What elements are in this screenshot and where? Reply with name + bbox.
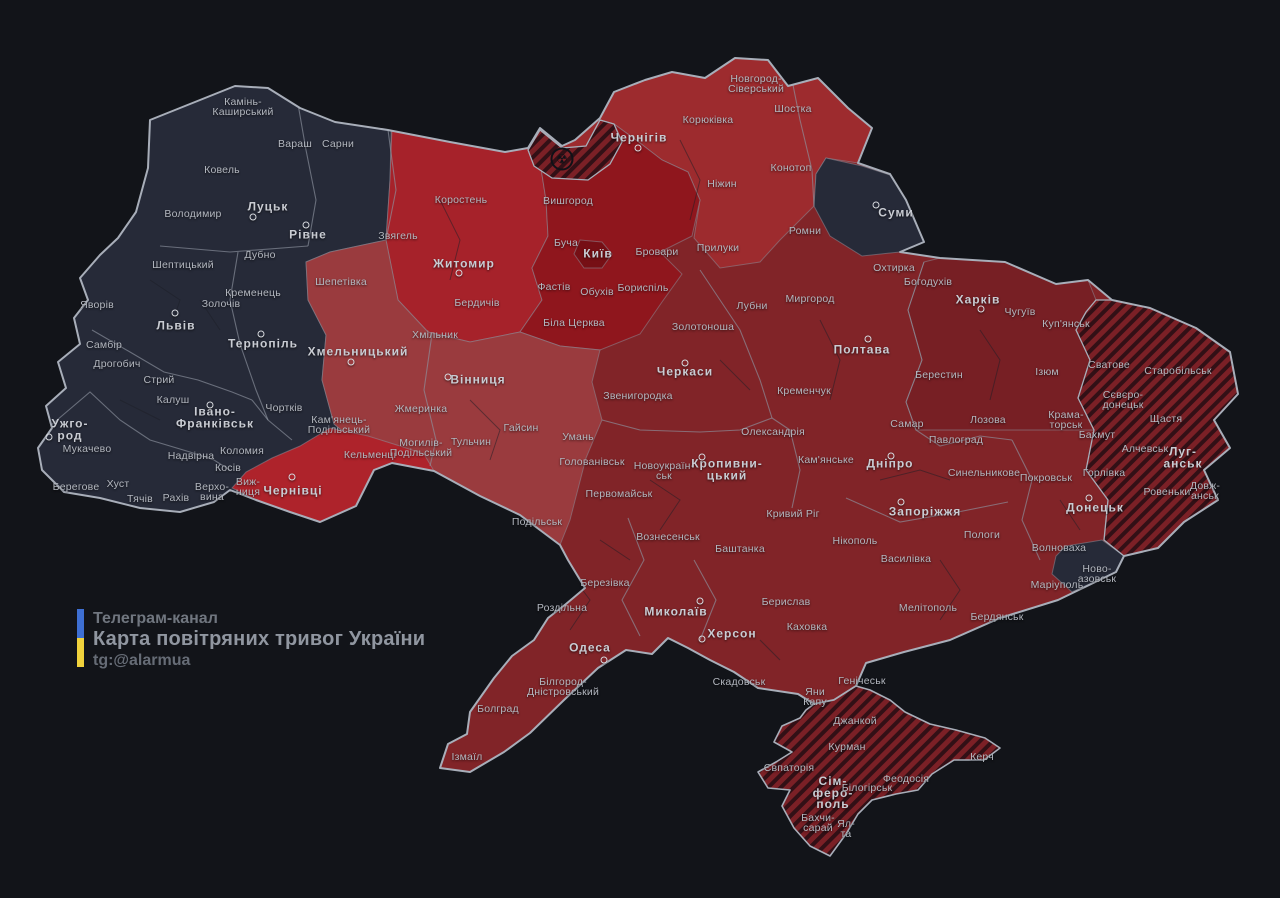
oblast-border <box>601 417 773 433</box>
region-kyiv-city <box>573 239 613 269</box>
legend-telegram-handle: tg:@alarmua <box>93 652 191 669</box>
raion-border <box>939 559 961 621</box>
city-dot <box>302 221 310 229</box>
oblast-border <box>789 69 815 207</box>
oblast-border <box>229 251 269 421</box>
raion-border <box>819 319 841 401</box>
city-dot <box>977 305 985 313</box>
city-dot <box>288 473 296 481</box>
region-crimea-occupied-hatched <box>757 685 1001 857</box>
raion-border <box>679 139 701 221</box>
city-dot <box>698 635 706 643</box>
raion-border <box>599 539 631 561</box>
raion-border <box>199 299 221 331</box>
oblast-border <box>91 329 253 401</box>
oblast-border <box>905 401 1013 447</box>
oblast-border <box>693 559 717 641</box>
flag-yellow-stripe <box>77 638 84 667</box>
city-dot <box>45 433 53 441</box>
city-dot <box>897 498 905 506</box>
city-dot <box>257 330 265 338</box>
oblast-border <box>771 417 801 509</box>
ukraine-flag-bar-icon <box>77 609 84 667</box>
city-dot <box>696 597 704 605</box>
city-dot <box>1085 494 1093 502</box>
state-border <box>37 57 1239 773</box>
region-khmelnytskyi-vinnytsia <box>305 239 603 546</box>
city-dot <box>206 401 214 409</box>
city-dot <box>171 309 179 317</box>
city-dot <box>887 452 895 460</box>
flag-blue-stripe <box>77 609 84 638</box>
raion-border <box>469 399 501 461</box>
city-dot <box>455 269 463 277</box>
oblast-border <box>905 261 925 403</box>
raion-border <box>649 479 681 531</box>
oblast-border <box>845 497 1009 523</box>
region-kharkiv-area <box>905 257 1097 431</box>
city-dot <box>444 373 452 381</box>
oblast-border <box>297 103 317 247</box>
city-dot <box>872 201 880 209</box>
oblast-border <box>385 129 397 241</box>
city-dot <box>864 335 872 343</box>
city-dot <box>347 358 355 366</box>
oblast-border <box>699 269 773 419</box>
raion-border <box>719 359 751 391</box>
raion-border <box>979 329 1001 401</box>
oblast-border <box>423 333 437 467</box>
oblast-border <box>621 517 645 637</box>
raion-border <box>149 279 181 331</box>
city-dot <box>249 213 257 221</box>
oblast-border <box>251 399 293 441</box>
oblast-border <box>49 391 231 471</box>
legend: Телеграм-канал Карта повітряних тривог У… <box>77 609 425 670</box>
raion-border <box>439 199 461 281</box>
raion-border <box>879 469 951 481</box>
radiation-icon: ☢ <box>550 147 574 171</box>
raion-border <box>1059 499 1081 531</box>
map-title: Карта повітряних тривог України <box>93 628 426 650</box>
oblast-border <box>1011 439 1041 561</box>
raion-border <box>759 639 781 661</box>
legend-text-block: Телеграм-канал Карта повітряних тривог У… <box>93 609 425 670</box>
city-dot <box>600 656 608 664</box>
city-dot <box>681 359 689 367</box>
city-dot <box>698 453 706 461</box>
region-zhytomyr-oblast <box>385 127 549 343</box>
raion-border <box>119 399 161 421</box>
oblast-border <box>159 245 309 253</box>
city-dot <box>634 144 642 152</box>
legend-channel-caption: Телеграм-канал <box>93 610 218 627</box>
